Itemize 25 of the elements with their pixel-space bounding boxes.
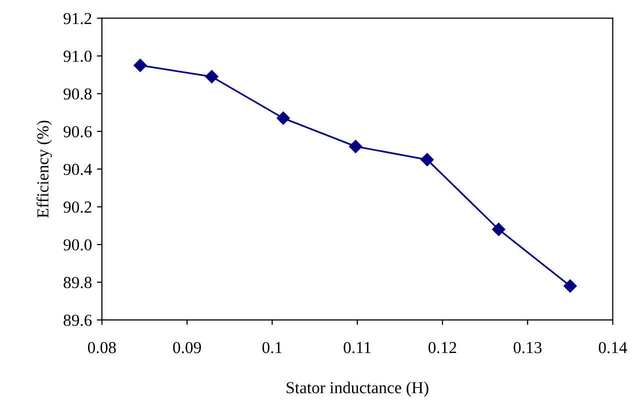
y-tick-label: 90.4 <box>64 164 92 176</box>
x-tick-label: 0.13 <box>514 342 542 354</box>
point <box>420 153 434 166</box>
x-tick-label: 0.1 <box>262 342 282 354</box>
y-tick-label: 89.8 <box>64 276 92 288</box>
y-tick-label: 91.2 <box>64 12 92 24</box>
point <box>205 70 218 84</box>
point <box>276 112 290 125</box>
y-tick-label: 91.0 <box>64 50 92 62</box>
x-tick-label: 0.12 <box>428 342 456 354</box>
point <box>492 222 506 236</box>
y-tick-label: 89.6 <box>64 314 92 326</box>
y-tick-label: 90.0 <box>64 239 92 251</box>
point <box>134 58 147 72</box>
y-tick-label: 90.6 <box>64 126 92 138</box>
x-tick-label: 0.14 <box>598 342 628 354</box>
y-tick-label: 90.2 <box>64 202 92 213</box>
x-axis-title: Stator inductance (H) <box>286 382 428 397</box>
y-tick-label: 90.8 <box>64 88 92 100</box>
y-axis-title: Efficiency (%) <box>36 120 52 218</box>
x-tick-label: 0.08 <box>88 342 116 354</box>
x-tick-label: 0.09 <box>173 342 201 354</box>
x-tick-label: 0.11 <box>344 342 371 354</box>
point <box>564 279 577 293</box>
point <box>349 140 362 154</box>
